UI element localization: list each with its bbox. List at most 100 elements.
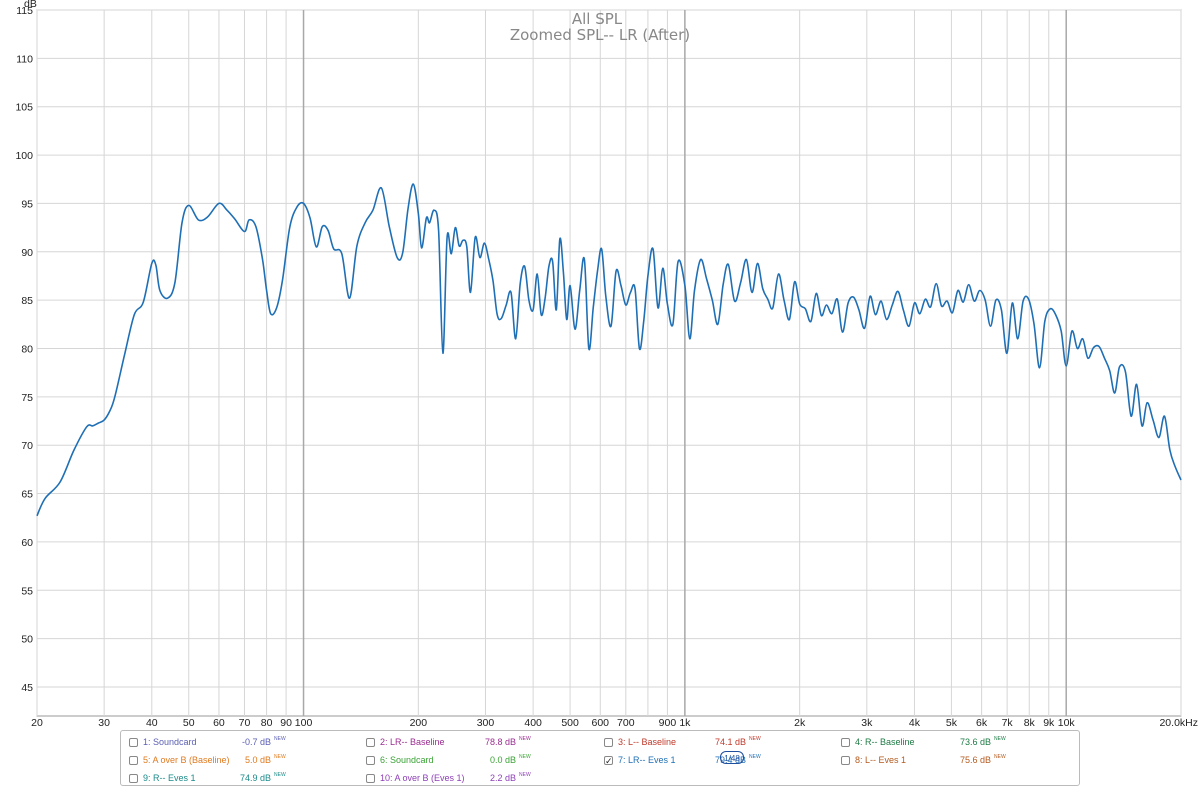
chart-subtitle: Zoomed SPL-- LR (After) [510, 26, 690, 44]
y-tick-label: 115 [16, 5, 33, 17]
x-tick-label: 5k [946, 717, 958, 729]
x-tick-label: 400 [524, 717, 542, 729]
legend-checkbox[interactable] [366, 773, 375, 783]
legend-new-tag: NEW [749, 754, 761, 760]
legend-checkbox[interactable]: ✓ [604, 755, 613, 766]
legend-label: 5: A over B (Baseline) [143, 755, 230, 765]
series-group [36, 183, 1182, 517]
y-tick-label: 50 [21, 634, 33, 646]
x-tick-label: 3k [861, 717, 873, 729]
y-tick-label: 70 [21, 440, 33, 452]
legend-new-tag: NEW [274, 736, 286, 742]
legend-checkbox[interactable] [366, 737, 375, 747]
legend-label: 8: L-- Eves 1 [855, 755, 907, 765]
x-tick-label: 40 [146, 717, 158, 729]
x-tick-label: 500 [561, 717, 579, 729]
x-axis: 20 30 40 50 60 70 80 90 100 200 300 400 500 600 700 900… [31, 717, 1198, 729]
legend-checkbox[interactable] [129, 737, 138, 747]
plot-area [36, 9, 1182, 717]
y-tick-label: 65 [21, 489, 33, 501]
legend-checkbox[interactable] [841, 737, 850, 747]
legend-item[interactable]: 5: A over B (Baseline) 5.0 dB NEW [129, 752, 359, 768]
legend-new-tag: NEW [749, 736, 761, 742]
legend-value: 79.4 dB [714, 755, 746, 765]
legend-item[interactable]: 4: R-- Baseline 73.6 dB NEW [841, 734, 1071, 750]
legend-label: 1: Soundcard [143, 737, 197, 747]
legend-label: 3: L-- Baseline [618, 737, 677, 747]
legend-label: 2: LR-- Baseline [380, 737, 445, 747]
x-tick-label: 2k [794, 717, 806, 729]
y-tick-label: 90 [21, 247, 33, 259]
legend-value: 75.6 dB [959, 755, 991, 765]
x-tick-label: 20 [31, 717, 43, 729]
legend-item[interactable]: 10: A over B (Eves 1) 2.2 dB NEW [366, 770, 596, 786]
legend-value: 5.0 dB [244, 755, 271, 765]
legend-new-tag: NEW [274, 772, 286, 778]
x-tick-label: 4k [909, 717, 921, 729]
series-line-lr-eves-1 [36, 183, 1182, 517]
grid [36, 9, 1182, 716]
legend-checkbox[interactable] [841, 755, 850, 765]
legend-item[interactable]: 8: L-- Eves 1 75.6 dB NEW [841, 752, 1071, 768]
legend-value: 0.0 dB [489, 755, 516, 765]
y-axis: 45 50 55 60 65 70 75 80 85 90 95 100 105 110 115 [15, 5, 33, 694]
y-tick-label: 75 [21, 392, 33, 404]
x-tick-label: 1k [679, 717, 691, 729]
legend-new-tag: NEW [519, 772, 531, 778]
x-tick-label: 9k [1043, 717, 1055, 729]
legend-value: 78.8 dB [484, 737, 516, 747]
legend-new-tag: NEW [274, 754, 286, 760]
legend-item[interactable]: ✓ 7: LR-- Eves 1 79.4 dB NEW [604, 752, 834, 768]
y-axis-label: dB [24, 0, 37, 10]
y-tick-label: 95 [21, 198, 33, 210]
legend-checkbox[interactable] [604, 737, 613, 747]
chart-title: All SPL [572, 10, 623, 28]
x-tick-label: 90 [280, 717, 292, 729]
legend-new-tag: NEW [519, 736, 531, 742]
legend-label: 7: LR-- Eves 1 [618, 755, 676, 765]
legend-new-tag: NEW [994, 754, 1006, 760]
y-tick-label: 105 [15, 102, 33, 114]
y-tick-label: 45 [21, 682, 33, 694]
legend-item[interactable]: 2: LR-- Baseline 78.8 dB NEW [366, 734, 596, 750]
x-tick-label: 20.0kHz [1159, 717, 1198, 729]
legend-new-tag: NEW [994, 736, 1006, 742]
legend-value: 2.2 dB [489, 773, 516, 783]
y-tick-label: 85 [21, 295, 33, 307]
x-tick-label: 100 [295, 717, 313, 729]
legend-item[interactable]: 1: Soundcard -0.7 dB NEW [129, 734, 359, 750]
x-tick-label: 200 [410, 717, 428, 729]
legend-label: 10: A over B (Eves 1) [380, 773, 465, 783]
legend-checkbox[interactable] [366, 755, 375, 765]
legend-item[interactable]: 3: L-- Baseline 74.1 dB NEW [604, 734, 834, 750]
x-tick-label: 10k [1058, 717, 1076, 729]
legend-item[interactable]: 9: R-- Eves 1 74.9 dB NEW [129, 770, 359, 786]
x-tick-label: 70 [239, 717, 251, 729]
x-tick-label: 50 [183, 717, 195, 729]
legend-checkbox[interactable] [129, 773, 138, 783]
x-tick-label: 7k [1002, 717, 1014, 729]
legend-value: 73.6 dB [959, 737, 991, 747]
legend-item[interactable]: 6: Soundcard 0.0 dB NEW [366, 752, 596, 768]
x-tick-label: 700 [617, 717, 635, 729]
y-tick-label: 110 [16, 53, 33, 65]
legend-label: 4: R-- Baseline [855, 737, 915, 747]
y-tick-label: 80 [21, 343, 33, 355]
legend-label: 6: Soundcard [380, 755, 434, 765]
legend-label: 9: R-- Eves 1 [143, 773, 196, 783]
x-tick-label: 600 [592, 717, 610, 729]
legend-checkbox[interactable] [129, 755, 138, 765]
y-tick-label: 60 [21, 537, 33, 549]
x-tick-label: 30 [98, 717, 110, 729]
x-tick-label: 8k [1024, 717, 1036, 729]
x-tick-label: 80 [261, 717, 273, 729]
y-tick-label: 100 [15, 150, 33, 162]
spl-chart: 45 50 55 60 65 70 75 80 85 90 95 100 105 110 115 20 30 4… [15, 0, 1198, 729]
x-tick-label: 60 [213, 717, 225, 729]
smoothing-badge[interactable]: 1/48 [720, 751, 744, 764]
legend-value: 74.9 dB [239, 773, 271, 783]
legend-panel: 1: Soundcard -0.7 dB NEW 2: LR-- Baseline 78… [120, 730, 1080, 786]
legend-value: 74.1 dB [714, 737, 746, 747]
x-tick-label: 300 [477, 717, 495, 729]
y-tick-label: 55 [21, 585, 33, 597]
